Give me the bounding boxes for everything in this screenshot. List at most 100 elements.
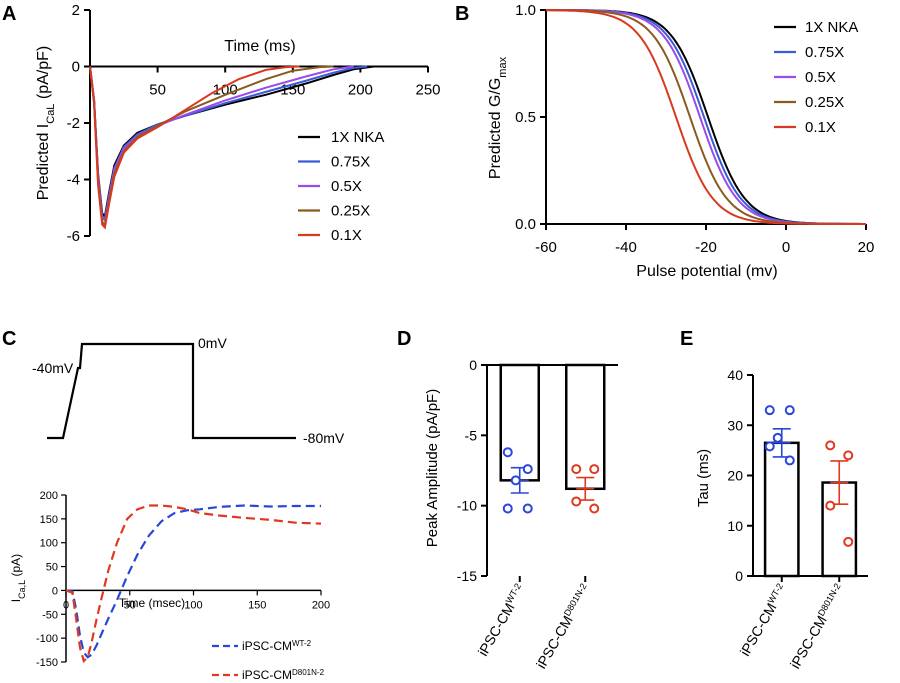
b-x-tick-label: -40 [615,239,637,256]
c-y-title-rest: (pA) [9,554,23,580]
d-data-point [502,503,513,514]
d-category-sup: D801N-2 [562,582,589,618]
a-y-tick-label: -4 [67,172,80,189]
b-x-tick-label: -60 [535,239,557,256]
b-series-line [546,9,866,225]
c-x-tick-label: 0 [63,599,69,611]
c-series-trace [65,504,321,659]
panel-label-a: A [2,3,16,25]
c-protocol-hold-label: -40mV [32,360,74,376]
e-data-point [825,440,836,451]
e-data-point [843,450,854,461]
c-x-axis-title: Time (msec) [119,596,185,610]
e-category-name: iPSC-CM [737,600,780,659]
d-y-tick-label: 0 [469,357,477,373]
a-y-title-rest: (pA/pF) [35,46,52,104]
c-legend-sup: D801N-2 [292,668,325,677]
a-y-title-sub: CaL [45,104,57,124]
b-series-line [546,9,866,225]
c-legend-name: iPSC-CM [242,668,292,682]
a-y-tick-label: 0 [72,59,80,76]
e-y-tick-label: 40 [727,367,743,383]
d-data-point [522,503,533,514]
b-x-tick-label: 20 [858,239,875,256]
c-series-trace [65,504,322,664]
b-y-tick-label: 1.0 [515,2,536,19]
c-y-tick-label: 0 [52,585,58,597]
c-legend-sup: WT-2 [292,639,312,648]
panel-b-chart: 1.0 0.5 0.0 -60 -40 -20 0 20 Pulse potential (mv… [487,2,874,280]
c-y-title-sub: Ca,L [17,580,27,599]
c-protocol-end-label: -80mV [303,430,345,446]
d-data-point [522,464,533,475]
b-legend-label: 0.25X [805,94,844,111]
b-x-tick-label: 0 [782,239,790,256]
d-x-category-label: iPSC-CMWT-2 [475,582,529,659]
panel-c-chart: 200 150 100 50 0 -50 -100 -150 0 50 100 150 200 Time … [9,490,330,682]
e-category-name: iPSC-CM [787,613,830,672]
d-data-point [502,447,513,458]
b-y-axis-title: Predicted G/Gmax [487,56,509,179]
d-category-name: iPSC-CM [533,613,576,672]
panel-label-e: E [680,328,693,350]
a-y-tick-label: -2 [67,115,80,132]
a-y-tick-label: 2 [72,2,80,19]
d-y-tick-label: -10 [457,498,477,514]
b-y-title-main: Predicted G/G [487,78,504,179]
c-y-tick-label: -100 [36,633,58,645]
a-y-title-main: Predicted I [35,124,52,200]
d-data-point [510,475,521,486]
a-x-tick-label: 250 [415,82,440,99]
b-x-axis-title: Pulse potential (mv) [636,263,777,280]
e-y-tick-label: 20 [727,468,743,484]
panel-c-protocol: -40mV 0mV -80mV [32,335,345,446]
c-y-tick-label: 150 [40,514,58,526]
b-series-line [546,9,866,225]
e-category-sup: D801N-2 [816,582,843,618]
c-x-tick-label: 200 [312,599,330,611]
d-bar [499,363,540,482]
b-legend-label: 0.1X [805,119,836,136]
c-y-tick-label: -150 [36,657,58,669]
d-y-tick-label: -15 [457,568,477,584]
a-x-tick-label: 100 [213,82,238,99]
d-y-axis-title: Peak Amplitude (pA/pF) [424,389,441,547]
e-y-axis-title: Tau (ms) [695,449,712,507]
b-y-tick-label: 0.0 [515,216,536,233]
a-x-tick-label: 200 [348,82,373,99]
d-data-point [589,503,600,514]
panel-label-c: C [2,328,16,350]
d-data-point [589,464,600,475]
e-data-point [772,432,783,443]
c-y-title-main: I [9,599,23,602]
e-category-sup: WT-2 [766,582,785,606]
a-series-line [89,65,300,230]
c-y-tick-label: 100 [40,538,58,550]
b-x-tick-label: -20 [695,239,717,256]
c-y-tick-label: -50 [42,609,58,621]
e-x-category-label: iPSC-CMD801N-2 [787,582,848,672]
b-y-tick-label: 0.5 [515,109,536,126]
c-legend-name: iPSC-CM [242,639,292,653]
a-y-axis-title: Predicted ICaL (pA/pF) [35,46,57,200]
a-y-tick-label: -6 [67,228,80,245]
e-y-tick-label: 30 [727,417,743,433]
c-y-tick-label: 50 [46,562,58,574]
b-y-title-sub: max [497,56,509,77]
e-data-point [764,441,775,452]
a-legend-label: 0.75X [331,154,370,171]
c-x-tick-label: 50 [124,599,136,611]
c-y-tick-label: 200 [40,490,58,502]
c-legend-label: iPSC-CMD801N-2 [242,668,325,683]
e-data-point [843,536,854,547]
b-legend-label: 1X NKA [805,19,858,36]
c-x-tick-label: 100 [184,599,202,611]
e-y-tick-label: 0 [735,568,743,584]
c-legend-label: iPSC-CMWT-2 [242,639,312,654]
panel-d-chart: 0 -5 -10 -15 Peak Amplitude (pA/pF) iPSC-CMWT… [424,357,618,671]
a-legend-label: 0.1X [331,227,362,244]
d-y-tick-label: -5 [465,427,478,443]
